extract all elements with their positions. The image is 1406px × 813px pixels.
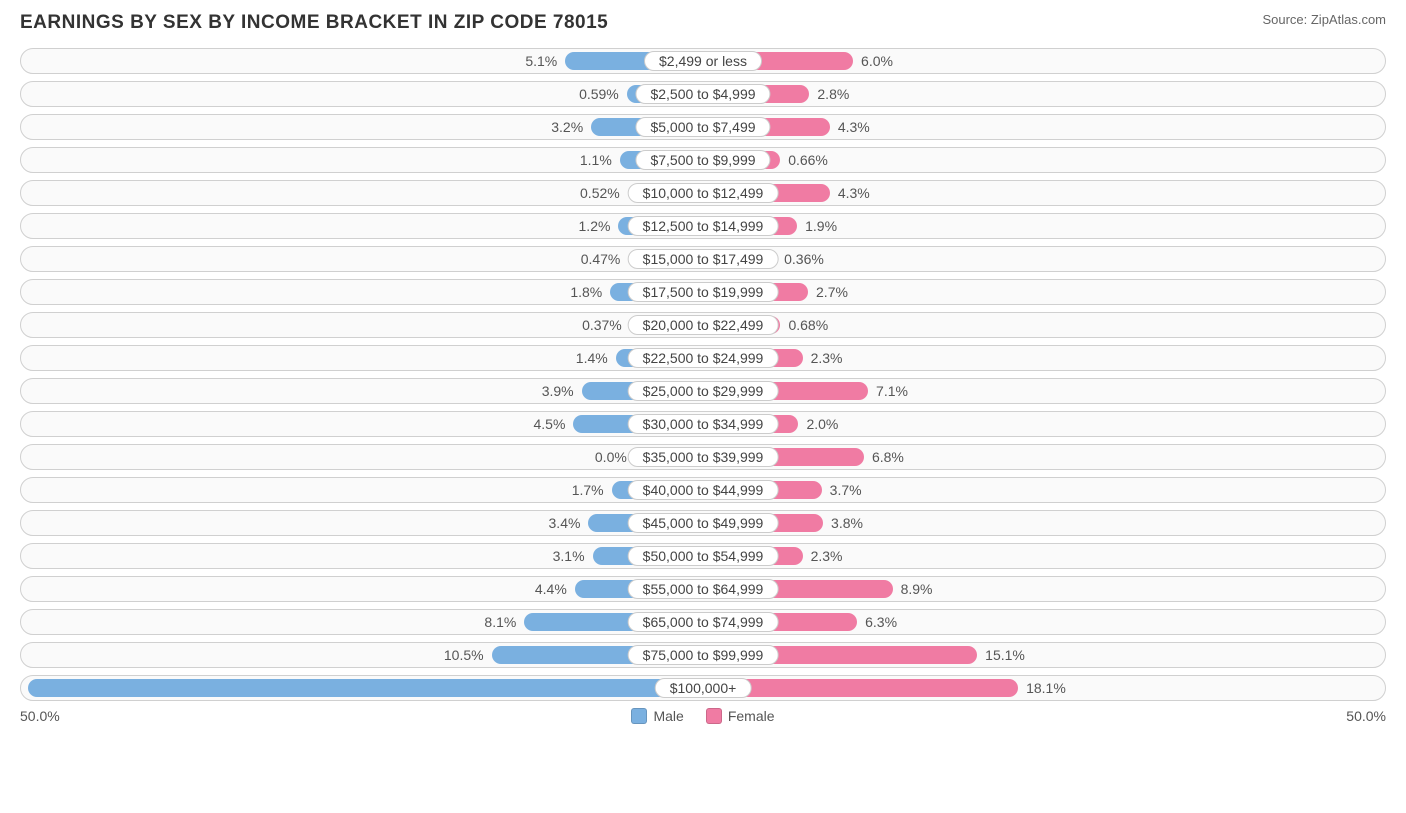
male-swatch — [631, 708, 647, 724]
category-label: $17,500 to $19,999 — [628, 282, 779, 302]
male-value-label: 1.2% — [579, 218, 611, 234]
female-value-label: 7.1% — [876, 383, 908, 399]
category-label: $35,000 to $39,999 — [628, 447, 779, 467]
female-value-label: 3.8% — [831, 515, 863, 531]
chart-row: 1.4% 2.3% $22,500 to $24,999 — [20, 345, 1386, 371]
male-value-label: 8.1% — [484, 614, 516, 630]
female-value-label: 2.7% — [816, 284, 848, 300]
male-value-label: 1.7% — [572, 482, 604, 498]
category-label: $45,000 to $49,999 — [628, 513, 779, 533]
female-value-label: 2.3% — [811, 350, 843, 366]
category-label: $20,000 to $22,499 — [628, 315, 779, 335]
female-value-label: 2.8% — [817, 86, 849, 102]
chart-row: 8.1% 6.3% $65,000 to $74,999 — [20, 609, 1386, 635]
female-value-label: 2.3% — [811, 548, 843, 564]
female-value-label: 0.66% — [788, 152, 828, 168]
female-value-label: 0.68% — [788, 317, 828, 333]
legend: Male Female — [631, 708, 774, 724]
category-label: $7,500 to $9,999 — [635, 150, 770, 170]
female-value-label: 8.9% — [901, 581, 933, 597]
chart-row: 5.1% 6.0% $2,499 or less — [20, 48, 1386, 74]
chart-row: 3.4% 3.8% $45,000 to $49,999 — [20, 510, 1386, 536]
female-value-label: 4.3% — [838, 119, 870, 135]
chart-footer: 50.0% Male Female 50.0% — [20, 708, 1386, 724]
chart-row: 0.52% 4.3% $10,000 to $12,499 — [20, 180, 1386, 206]
chart-row: 0.47% 0.36% $15,000 to $17,499 — [20, 246, 1386, 272]
category-label: $50,000 to $54,999 — [628, 546, 779, 566]
female-value-label: 6.3% — [865, 614, 897, 630]
female-value-label: 4.3% — [838, 185, 870, 201]
chart-source: Source: ZipAtlas.com — [1262, 12, 1386, 27]
male-value-label: 0.0% — [595, 449, 627, 465]
legend-male-label: Male — [653, 708, 683, 724]
chart-row: 1.1% 0.66% $7,500 to $9,999 — [20, 147, 1386, 173]
legend-female-label: Female — [728, 708, 775, 724]
chart-row: 3.9% 7.1% $25,000 to $29,999 — [20, 378, 1386, 404]
chart-row: 1.7% 3.7% $40,000 to $44,999 — [20, 477, 1386, 503]
female-value-label: 3.7% — [830, 482, 862, 498]
male-value-label: 0.52% — [580, 185, 620, 201]
male-value-label: 3.2% — [551, 119, 583, 135]
category-label: $100,000+ — [655, 678, 752, 698]
chart-row: 3.1% 2.3% $50,000 to $54,999 — [20, 543, 1386, 569]
category-label: $12,500 to $14,999 — [628, 216, 779, 236]
female-value-label: 6.0% — [861, 53, 893, 69]
category-label: $5,000 to $7,499 — [635, 117, 770, 137]
male-value-label: 4.5% — [534, 416, 566, 432]
male-value-label: 4.4% — [535, 581, 567, 597]
category-label: $75,000 to $99,999 — [628, 645, 779, 665]
category-label: $25,000 to $29,999 — [628, 381, 779, 401]
female-value-label: 18.1% — [1026, 680, 1066, 696]
male-value-label: 1.4% — [576, 350, 608, 366]
chart-row: 4.5% 2.0% $30,000 to $34,999 — [20, 411, 1386, 437]
category-label: $10,000 to $12,499 — [628, 183, 779, 203]
female-value-label: 1.9% — [805, 218, 837, 234]
chart-row: 3.2% 4.3% $5,000 to $7,499 — [20, 114, 1386, 140]
axis-right-label: 50.0% — [1346, 708, 1386, 724]
category-label: $2,500 to $4,999 — [635, 84, 770, 104]
chart-row: 4.4% 8.9% $55,000 to $64,999 — [20, 576, 1386, 602]
male-value-label: 0.37% — [582, 317, 622, 333]
male-value-label: 0.47% — [581, 251, 621, 267]
legend-male: Male — [631, 708, 683, 724]
female-value-label: 2.0% — [806, 416, 838, 432]
male-value-label: 10.5% — [444, 647, 484, 663]
male-value-label: 1.1% — [580, 152, 612, 168]
chart-title: EARNINGS BY SEX BY INCOME BRACKET IN ZIP… — [20, 12, 608, 34]
chart-row: 1.8% 2.7% $17,500 to $19,999 — [20, 279, 1386, 305]
male-value-label: 3.9% — [542, 383, 574, 399]
category-label: $22,500 to $24,999 — [628, 348, 779, 368]
male-value-label: 3.4% — [549, 515, 581, 531]
chart-row: 0.37% 0.68% $20,000 to $22,499 — [20, 312, 1386, 338]
chart-row: 1.2% 1.9% $12,500 to $14,999 — [20, 213, 1386, 239]
chart-row: 10.5% 15.1% $75,000 to $99,999 — [20, 642, 1386, 668]
chart-header: EARNINGS BY SEX BY INCOME BRACKET IN ZIP… — [20, 12, 1386, 34]
category-label: $15,000 to $17,499 — [628, 249, 779, 269]
male-value-label: 1.8% — [570, 284, 602, 300]
axis-left-label: 50.0% — [20, 708, 60, 724]
female-swatch — [706, 708, 722, 724]
legend-female: Female — [706, 708, 775, 724]
chart-area: 5.1% 6.0% $2,499 or less 0.59% 2.8% $2,500 to… — [20, 48, 1386, 701]
male-value-label: 3.1% — [553, 548, 585, 564]
male-value-label: 5.1% — [525, 53, 557, 69]
category-label: $40,000 to $44,999 — [628, 480, 779, 500]
male-value-label: 0.59% — [579, 86, 619, 102]
category-label: $30,000 to $34,999 — [628, 414, 779, 434]
chart-row: 0.0% 6.8% $35,000 to $39,999 — [20, 444, 1386, 470]
category-label: $55,000 to $64,999 — [628, 579, 779, 599]
male-bar — [28, 679, 703, 697]
category-label: $65,000 to $74,999 — [628, 612, 779, 632]
female-value-label: 15.1% — [985, 647, 1025, 663]
female-value-label: 6.8% — [872, 449, 904, 465]
category-label: $2,499 or less — [644, 51, 762, 71]
chart-row: 44.5%18.1%$100,000+ — [20, 675, 1386, 701]
chart-row: 0.59% 2.8% $2,500 to $4,999 — [20, 81, 1386, 107]
female-value-label: 0.36% — [784, 251, 824, 267]
